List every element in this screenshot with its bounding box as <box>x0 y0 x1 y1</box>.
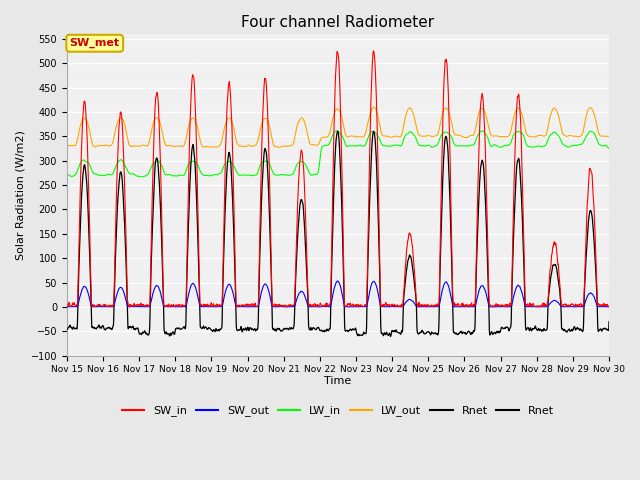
Legend: SW_in, SW_out, LW_in, LW_out, Rnet, Rnet: SW_in, SW_out, LW_in, LW_out, Rnet, Rnet <box>118 401 558 421</box>
Y-axis label: Solar Radiation (W/m2): Solar Radiation (W/m2) <box>15 130 25 260</box>
Title: Four channel Radiometer: Four channel Radiometer <box>241 15 435 30</box>
Text: SW_met: SW_met <box>70 38 120 48</box>
X-axis label: Time: Time <box>324 376 351 386</box>
